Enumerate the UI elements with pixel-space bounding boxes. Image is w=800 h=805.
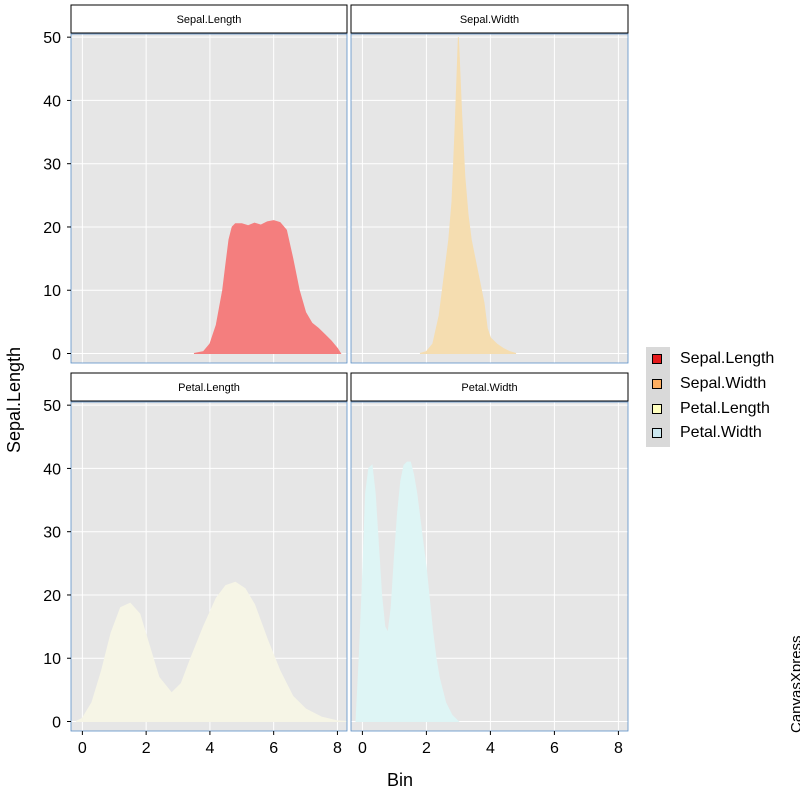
facet-title: Petal.Width xyxy=(461,382,517,394)
facet-title: Sepal.Length xyxy=(177,14,242,26)
x-tick-label: 0 xyxy=(78,740,87,757)
facet-strip xyxy=(350,4,629,34)
plot-border xyxy=(70,401,348,732)
plot-background xyxy=(351,34,628,363)
x-tick-label: 2 xyxy=(142,740,151,757)
density-area-sepal-width xyxy=(419,37,517,354)
x-tick-label: 6 xyxy=(269,740,278,757)
density-area-sepal-length xyxy=(193,220,342,354)
facet-title: Sepal.Width xyxy=(460,14,519,26)
legend-swatch xyxy=(652,354,662,364)
facet-panels: Sepal.Length01020304050Sepal.WidthPetal.… xyxy=(43,4,629,757)
legend-label: Sepal.Length xyxy=(680,350,775,367)
x-tick-label: 4 xyxy=(486,740,495,757)
legend-label: Petal.Length xyxy=(680,400,770,417)
x-tick-label: 8 xyxy=(614,740,623,757)
y-tick-label: 50 xyxy=(43,30,61,47)
facet-panel-sepal-length: Sepal.Length 0 10 20 30 40 50 xyxy=(43,4,348,364)
x-tick-label: 2 xyxy=(422,740,431,757)
facet-strip xyxy=(70,4,348,34)
y-tick-label: 20 xyxy=(43,220,61,237)
legend-swatch xyxy=(652,379,662,389)
facet-strip xyxy=(70,372,348,402)
y-tick-label: 50 xyxy=(43,398,61,415)
legend-label: Sepal.Width xyxy=(680,375,767,392)
density-area-petal-width xyxy=(355,461,460,722)
y-tick-label: 30 xyxy=(43,157,61,174)
y-tick-label: 20 xyxy=(43,588,61,605)
legend-swatch xyxy=(652,404,662,414)
x-tick-label: 0 xyxy=(358,740,367,757)
plot-border xyxy=(350,33,629,364)
x-tick-label: 6 xyxy=(550,740,559,757)
facet-panel-sepal-width: Sepal.Width xyxy=(350,4,629,364)
x-tick-label: 4 xyxy=(205,740,214,757)
y-tick-label: 30 xyxy=(43,525,61,542)
y-tick-label: 40 xyxy=(43,93,61,110)
facet-strip xyxy=(350,372,629,402)
y-tick-label: 0 xyxy=(52,715,61,732)
y-axis-title: Sepal.Length xyxy=(4,347,24,453)
plot-border xyxy=(70,33,348,364)
y-tick-label: 10 xyxy=(43,651,61,668)
facet-title: Petal.Length xyxy=(178,382,240,394)
legend-swatch xyxy=(652,428,662,438)
x-tick-label: 8 xyxy=(333,740,342,757)
y-tick-label: 0 xyxy=(52,347,61,364)
density-area-petal-length xyxy=(75,581,347,722)
facet-panel-petal-length: Petal.Length 0 10 20 30 40 50 0 2 4 6 8 xyxy=(43,372,348,757)
plot-border xyxy=(350,401,629,732)
y-tick-label: 10 xyxy=(43,283,61,300)
legend-label: Petal.Width xyxy=(680,424,762,441)
x-axis-title: Bin xyxy=(387,770,413,790)
y-tick-label: 40 xyxy=(43,461,61,478)
canvasxpress-watermark: CanvasXpress xyxy=(788,635,800,733)
facet-panel-petal-width: Petal.Width 0 2 4 6 8 xyxy=(350,372,629,757)
